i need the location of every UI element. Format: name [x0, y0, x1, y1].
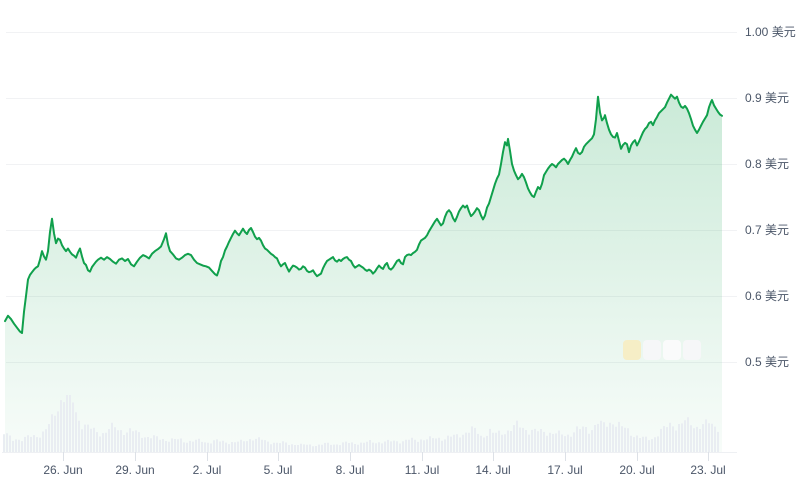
volume-bars: [3, 395, 719, 452]
y-axis-label: 0.9 美元: [745, 91, 790, 105]
y-axis-label: 0.7 美元: [745, 223, 790, 237]
y-axis-label: 0.6 美元: [745, 289, 790, 303]
watermark-block: [663, 340, 681, 360]
x-axis-label: 5. Jul: [263, 463, 293, 477]
watermark-block: [623, 340, 641, 360]
x-axis-label: 26. Jun: [43, 463, 83, 477]
x-axis-label: 14. Jul: [475, 463, 511, 477]
y-axis-label: 1.00 美元: [745, 25, 796, 39]
x-axis-label: 8. Jul: [335, 463, 365, 477]
x-axis-label: 11. Jul: [404, 463, 440, 477]
x-axis-label: 29. Jun: [115, 463, 155, 477]
price-line: [4, 93, 723, 334]
x-axis-label: 23. Jul: [690, 463, 726, 477]
x-axis-label: 2. Jul: [192, 463, 222, 477]
watermark-block: [643, 340, 661, 360]
y-axis-label: 0.5 美元: [745, 355, 790, 369]
x-axis-label: 20. Jul: [619, 463, 655, 477]
x-axis-label: 17. Jul: [547, 463, 583, 477]
watermark-logo: [623, 340, 701, 360]
watermark-block: [683, 340, 701, 360]
y-axis-label: 0.8 美元: [745, 157, 790, 171]
